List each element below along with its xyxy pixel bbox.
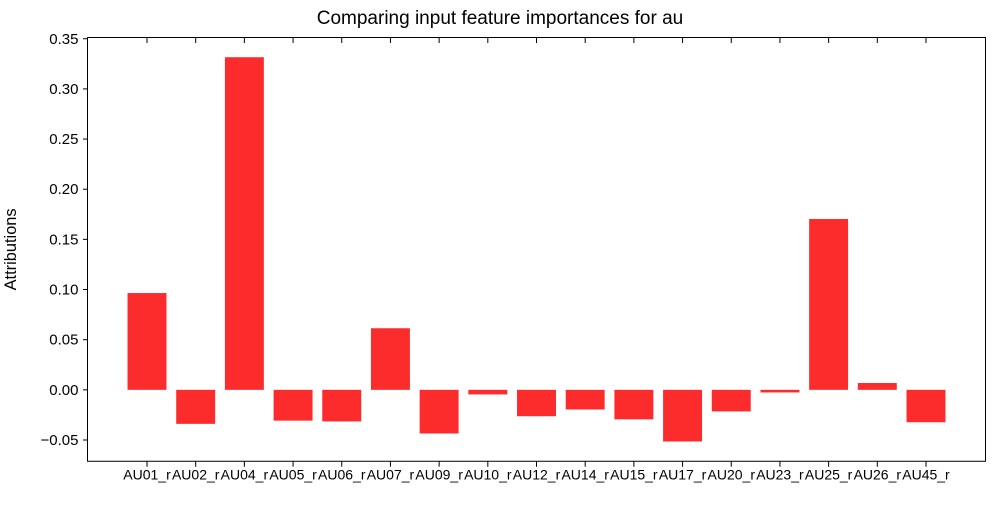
- svg-text:−0.05: −0.05: [41, 432, 79, 449]
- svg-text:AU05_r: AU05_r: [269, 466, 317, 482]
- svg-text:AU14_r: AU14_r: [561, 466, 609, 482]
- svg-text:AU17_r: AU17_r: [659, 466, 707, 482]
- svg-text:0.05: 0.05: [49, 332, 78, 349]
- svg-text:0.25: 0.25: [49, 131, 78, 148]
- svg-text:0.20: 0.20: [49, 181, 78, 198]
- svg-text:Attributions: Attributions: [2, 208, 20, 290]
- svg-text:AU25_r: AU25_r: [805, 466, 853, 482]
- svg-text:AU15_r: AU15_r: [610, 466, 658, 482]
- svg-text:0.00: 0.00: [49, 382, 78, 399]
- svg-text:0.15: 0.15: [49, 231, 78, 248]
- svg-text:AU04_r: AU04_r: [221, 466, 269, 482]
- svg-text:Comparing input feature import: Comparing input feature importances for …: [317, 8, 683, 29]
- svg-text:AU07_r: AU07_r: [367, 466, 415, 482]
- svg-text:AU45_r: AU45_r: [902, 466, 950, 482]
- svg-text:AU10_r: AU10_r: [464, 466, 512, 482]
- svg-text:AU26_r: AU26_r: [854, 466, 902, 482]
- svg-text:AU01_r: AU01_r: [123, 466, 171, 482]
- svg-text:AU23_r: AU23_r: [756, 466, 804, 482]
- svg-text:AU12_r: AU12_r: [513, 466, 561, 482]
- svg-text:AU06_r: AU06_r: [318, 466, 366, 482]
- svg-text:AU20_r: AU20_r: [708, 466, 756, 482]
- svg-text:0.35: 0.35: [49, 31, 78, 48]
- svg-text:0.30: 0.30: [49, 81, 78, 98]
- svg-text:AU02_r: AU02_r: [172, 466, 220, 482]
- svg-text:0.10: 0.10: [49, 282, 78, 299]
- svg-text:AU09_r: AU09_r: [415, 466, 463, 482]
